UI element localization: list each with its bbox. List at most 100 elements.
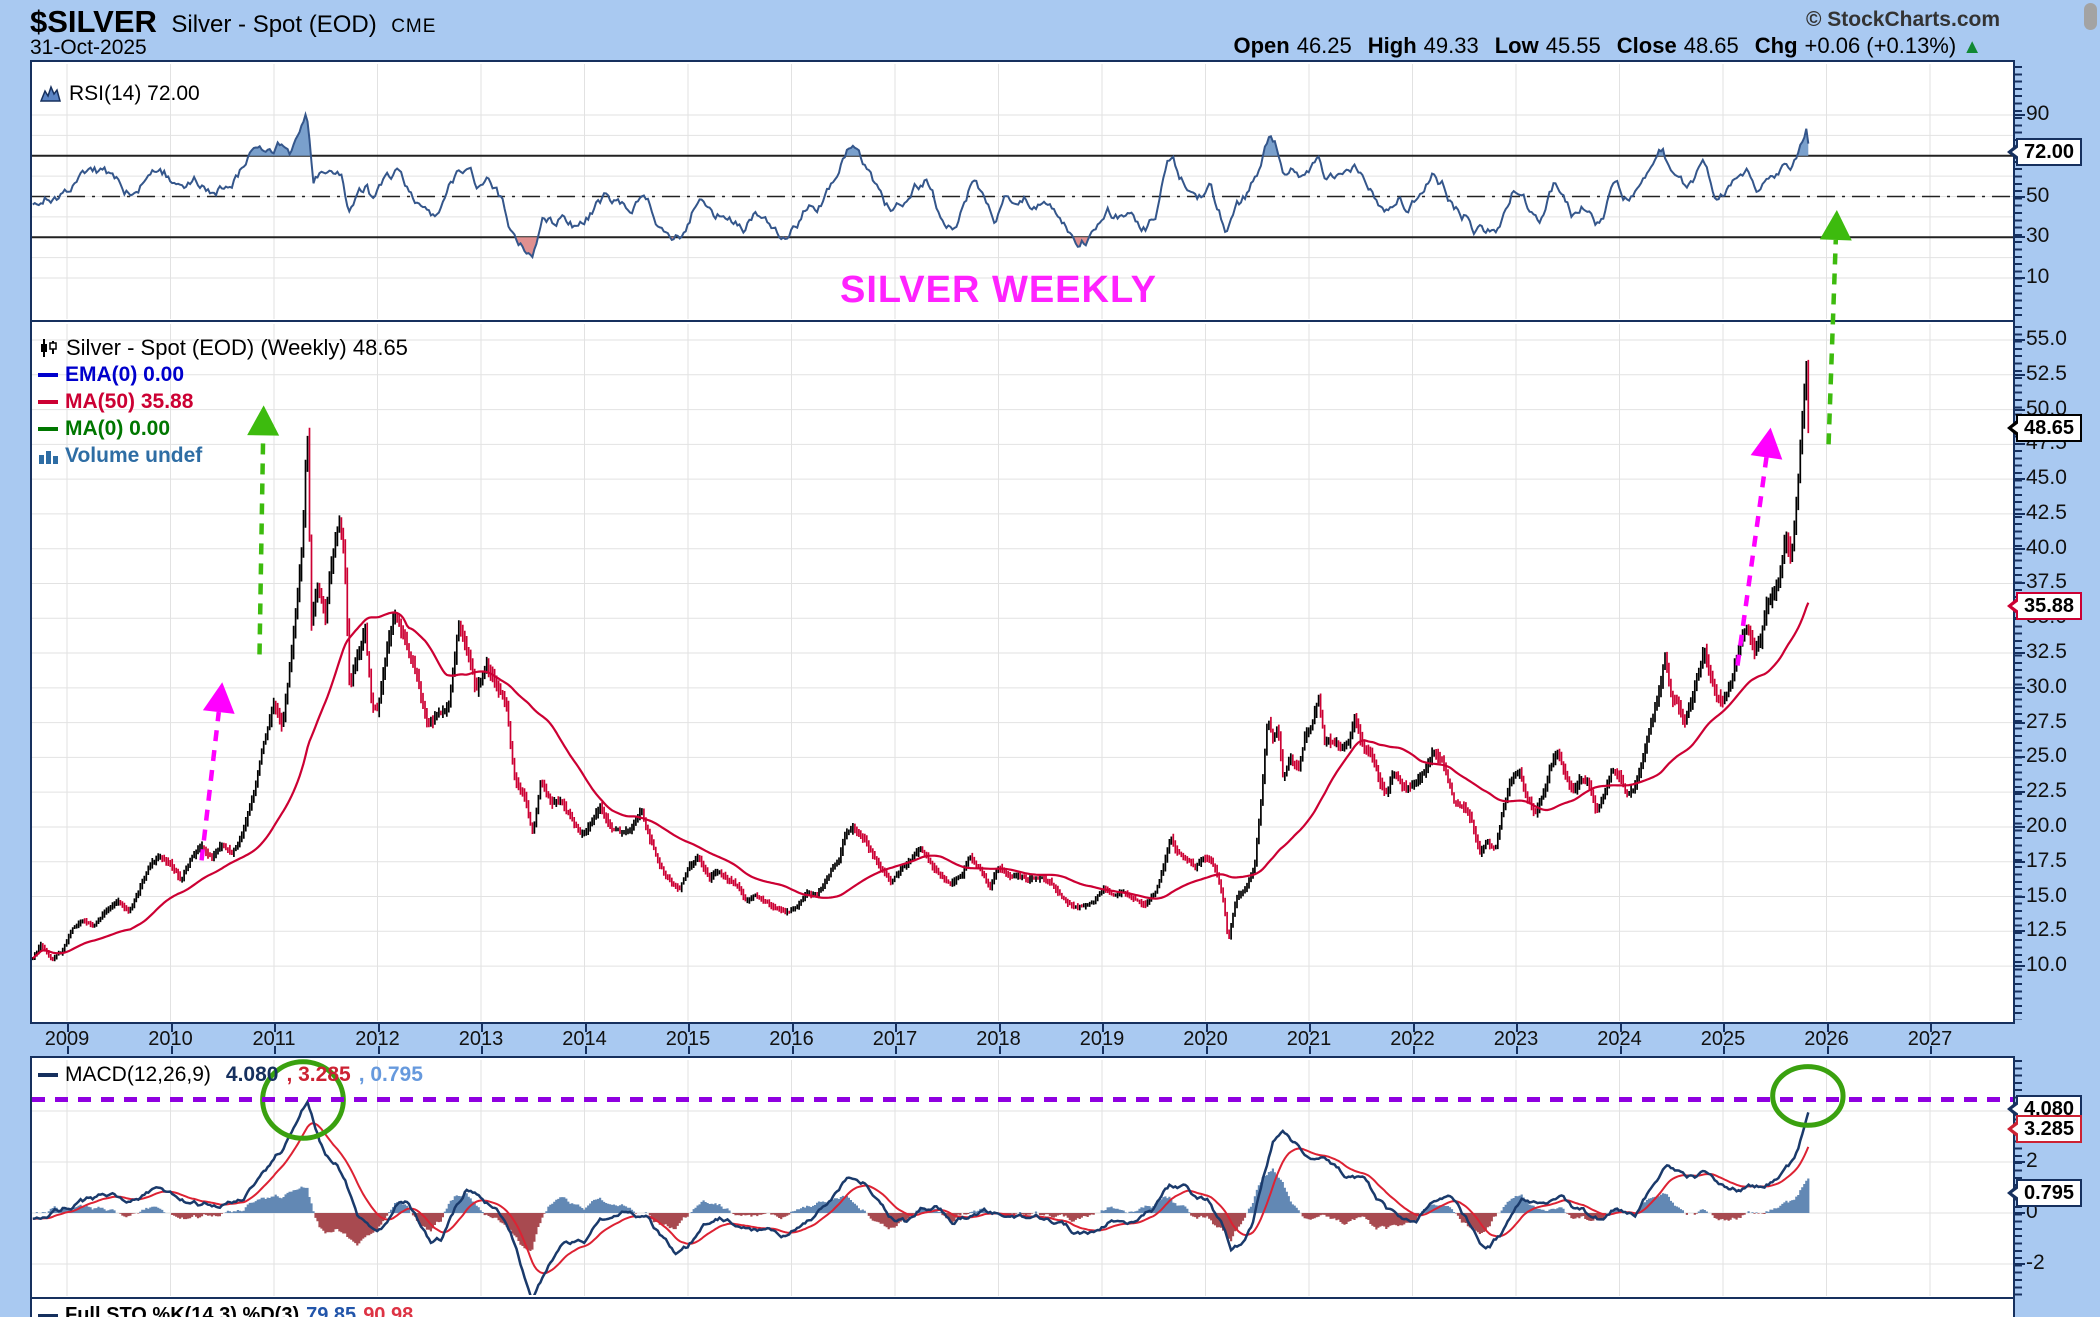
rsi-minor-ticks <box>2015 66 2022 318</box>
rsi-value-badge: 72.00 <box>2016 137 2083 166</box>
macd-indicator-text: MACD(12,26,9) <box>65 1063 211 1086</box>
x-axis-year-label: 2027 <box>1907 1028 1953 1050</box>
axis-tick-mark <box>2015 1263 2025 1265</box>
axis-tick-mark <box>2015 791 2025 794</box>
axis-tick-mark <box>2015 512 2025 515</box>
legend-label: MA(50) 35.88 <box>65 390 194 413</box>
x-axis-band <box>30 1022 2015 1058</box>
candlestick-icon <box>41 338 57 357</box>
macd-values: 4.080 , 3.285 , 0.795 <box>218 1063 423 1087</box>
axis-tick-mark <box>2015 547 2025 550</box>
rsi-ytick-label: 10 <box>2026 265 2050 288</box>
x-axis-tick-mark <box>481 1046 483 1054</box>
ohlc-value: 49.33 <box>1423 33 1479 58</box>
price-ytick-label: 12.5 <box>2026 918 2067 942</box>
ohlc-label: High <box>1367 33 1417 58</box>
symbol: $SILVER <box>30 4 157 39</box>
silver-weekly-annotation: SILVER WEEKLY <box>839 269 1158 312</box>
ma50-value-badge: 35.88 <box>2016 592 2083 621</box>
x-axis-tick-mark <box>67 1024 69 1032</box>
macd-value: , 0.795 <box>358 1063 423 1086</box>
scrollbar-thumb[interactable] <box>2084 3 2097 30</box>
axis-tick-mark <box>2015 478 2025 481</box>
x-axis-tick-mark <box>688 1046 690 1054</box>
x-axis-year-label: 2011 <box>252 1028 296 1050</box>
axis-tick-mark <box>2015 825 2025 828</box>
axis-tick-mark <box>2015 408 2025 411</box>
price-ytick-label: 22.5 <box>2026 779 2067 803</box>
sto-k-value: 79.85 <box>306 1304 357 1317</box>
axis-tick-mark <box>2015 443 2025 446</box>
rsi-indicator-label: RSI(14) 72.00 <box>40 82 200 106</box>
x-axis-tick-mark <box>170 1024 173 1032</box>
ohlc-label: Low <box>1494 33 1539 58</box>
x-axis-tick-mark <box>377 1046 380 1054</box>
legend-label: Volume undef <box>65 444 203 467</box>
axis-tick-mark <box>2015 721 2025 724</box>
x-axis-year-label: 2024 <box>1597 1028 1642 1050</box>
x-axis-tick-mark <box>1826 1046 1829 1054</box>
axis-tick-mark <box>2015 236 2025 239</box>
x-axis-tick-mark <box>998 1046 1001 1054</box>
x-axis-year-label: 2021 <box>1286 1028 1332 1050</box>
price-legend-title-row: Silver - Spot (EOD) (Weekly) 48.65 <box>38 334 408 361</box>
axis-tick-mark <box>2015 1212 2025 1214</box>
macd-value: 4.080 <box>225 1063 279 1086</box>
axis-tick-mark <box>2015 1161 2025 1163</box>
x-axis-tick-mark <box>1205 1046 1208 1054</box>
ohlc-value: 45.55 <box>1545 33 1601 58</box>
axis-tick-mark <box>2015 114 2025 116</box>
x-axis-year-label: 2014 <box>562 1028 607 1050</box>
x-axis-tick-mark <box>584 1024 587 1032</box>
macd-ytick-label: -2 <box>2026 1251 2045 1274</box>
copyright: © StockCharts.com <box>1805 8 2000 31</box>
rsi-ytick-label: 90 <box>2026 102 2050 125</box>
macd-value-badge: 3.285 <box>2016 1115 2083 1144</box>
x-axis-tick-mark <box>274 1024 276 1032</box>
x-axis-year-label: 2016 <box>769 1028 814 1050</box>
x-axis-year-label: 2019 <box>1079 1028 1125 1050</box>
x-axis-tick-mark <box>895 1046 897 1054</box>
x-axis-year-label: 2017 <box>872 1028 918 1050</box>
price-ytick-label: 55.0 <box>2026 327 2067 350</box>
x-axis-tick-mark <box>1619 1024 1622 1032</box>
x-axis-tick-mark <box>1930 1024 1932 1032</box>
macd-ytick-label: 0 <box>2026 1200 2038 1223</box>
x-axis-year-label: 2025 <box>1700 1028 1746 1050</box>
ohlc-label: Chg <box>1754 33 1798 58</box>
macd-value-badge: 0.795 <box>2016 1178 2083 1207</box>
exchange: CME <box>391 16 437 37</box>
x-axis-tick-mark <box>1205 1024 1208 1032</box>
rsi-ytick-label: 50 <box>2026 183 2050 207</box>
price-ytick-label: 40.0 <box>2026 535 2067 559</box>
close-value-badge: 48.65 <box>2016 414 2083 443</box>
axis-tick-mark <box>2015 686 2025 689</box>
macd-indicator-label: MACD(12,26,9) 4.080 , 3.285 , 0.795 <box>38 1063 423 1087</box>
macd-ytick-label: 2 <box>2026 1149 2038 1172</box>
x-axis-tick-mark <box>1516 1046 1518 1054</box>
x-axis-year-label: 2010 <box>148 1028 193 1050</box>
sto-line-icon <box>38 1313 58 1317</box>
sto-d-value: 90.98 <box>363 1304 414 1317</box>
x-axis-tick-mark <box>1102 1024 1104 1032</box>
price-ytick-label: 30.0 <box>2026 674 2067 698</box>
axis-tick-mark <box>2015 195 2025 198</box>
rsi-area-icon <box>40 85 61 102</box>
x-axis-tick-mark <box>1619 1046 1622 1054</box>
x-axis-tick-mark <box>1412 1046 1415 1054</box>
price-ytick-label: 45.0 <box>2026 466 2067 490</box>
x-axis-tick-mark <box>1826 1024 1829 1032</box>
x-axis-tick-mark <box>1723 1046 1725 1054</box>
axis-tick-mark <box>2015 582 2025 585</box>
x-axis-year-label: 2012 <box>355 1028 400 1050</box>
x-axis-tick-mark <box>377 1024 380 1032</box>
x-axis-tick-mark <box>791 1024 794 1032</box>
price-ytick-label: 37.5 <box>2026 570 2067 594</box>
price-minor-ticks <box>2015 326 2022 1020</box>
x-axis-year-label: 2018 <box>976 1028 1021 1050</box>
legend-item: EMA(0) 0.00 <box>38 361 408 388</box>
legend-label: MA(0) 0.00 <box>65 417 171 440</box>
legend-line-icon <box>38 426 58 431</box>
ohlc-label: Close <box>1616 33 1677 58</box>
price-ytick-label: 17.5 <box>2026 848 2067 872</box>
